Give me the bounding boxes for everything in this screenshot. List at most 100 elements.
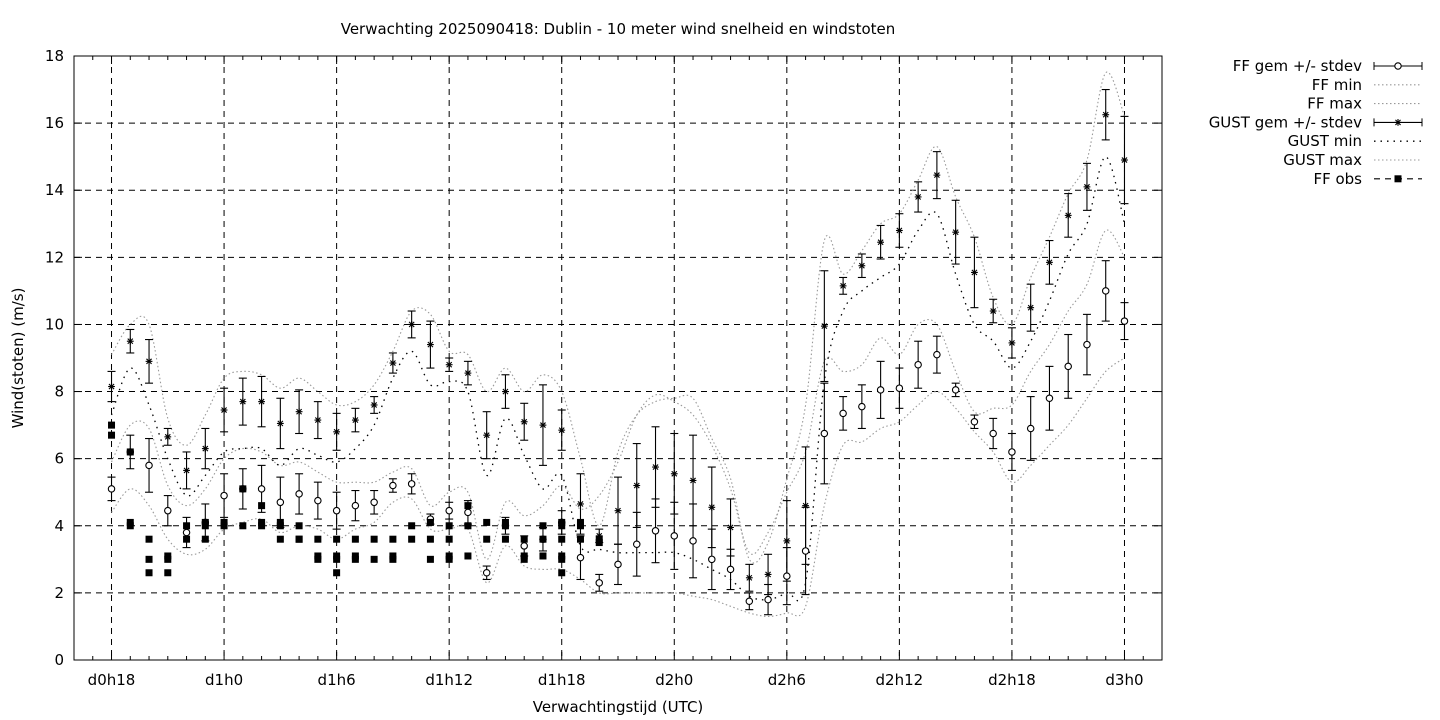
gust-mean-point	[464, 369, 472, 377]
x-tick-label: d2h6	[768, 671, 806, 689]
ff-mean-point	[164, 506, 172, 515]
ff-mean-point	[989, 429, 997, 438]
ff-obs-points	[108, 421, 603, 577]
ff-mean-point	[970, 418, 979, 426]
ff-obs-point	[426, 535, 434, 543]
legend-label: GUST gem +/- stdev	[1209, 113, 1362, 131]
ff-mean-point	[633, 540, 641, 548]
ff-obs-point	[239, 485, 247, 493]
ff-mean-point	[1026, 424, 1035, 433]
ff-mean-point	[370, 498, 378, 507]
gust-mean-point	[577, 500, 584, 508]
gust-mean-point	[971, 269, 978, 276]
x-tick-label: d2h0	[655, 671, 693, 689]
gust-mean-point	[820, 322, 828, 330]
ff-obs-point	[126, 522, 134, 530]
gust-mean-point	[614, 507, 622, 515]
y-tick-label: 18	[45, 47, 64, 65]
ff-obs-point	[539, 552, 547, 560]
ff-obs-point	[520, 535, 528, 543]
ff-obs-point	[351, 555, 359, 563]
ff-mean-point	[914, 360, 922, 369]
ff-obs-point	[201, 522, 209, 530]
gust-mean-point	[745, 574, 753, 582]
gust-mean-point	[370, 401, 378, 409]
ff-mean-point	[1101, 287, 1110, 295]
ff-mean-point	[1064, 362, 1072, 371]
gust-mean-point	[1102, 111, 1110, 119]
gust-mean-point	[839, 282, 847, 290]
ff-obs-point	[445, 555, 453, 563]
x-tick-label: d1h6	[318, 671, 356, 689]
ff-mean-point	[482, 569, 491, 577]
ff-obs-point	[351, 535, 359, 543]
ff-obs-point	[445, 522, 453, 530]
ff-mean-point	[708, 555, 716, 564]
x-tick-label: d1h12	[425, 671, 473, 689]
ff-mean-point	[951, 386, 960, 394]
x-axis-label: Verwachtingstijd (UTC)	[533, 698, 704, 716]
gust-mean-point	[351, 416, 359, 424]
x-tick-label: d1h18	[538, 671, 586, 689]
gust-mean-point	[1083, 183, 1091, 191]
legend-label: FF obs	[1313, 170, 1362, 188]
ff-obs-point	[370, 535, 378, 543]
gust-mean-point	[689, 477, 697, 484]
error-bars	[107, 89, 1129, 616]
y-tick-label: 10	[45, 315, 64, 333]
gust-mean-point	[1008, 339, 1016, 347]
y-tick-label: 2	[54, 584, 64, 602]
legend-ff-marker	[1394, 62, 1402, 70]
gust-mean-point	[276, 420, 284, 427]
ff-mean-point	[1045, 394, 1054, 403]
gust-mean-point	[1121, 156, 1128, 164]
x-tick-label: d1h0	[205, 671, 243, 689]
ff-mean-point	[295, 490, 303, 498]
x-tick-label: d3h0	[1105, 671, 1143, 689]
ff-obs-point	[464, 502, 472, 510]
y-tick-label: 16	[45, 114, 64, 132]
ff-obs-point	[164, 555, 172, 563]
ff-mean-point	[520, 542, 528, 550]
gust-mean-point	[670, 470, 678, 478]
ff-obs-point	[558, 522, 566, 530]
gust-mean-point	[1064, 211, 1072, 219]
y-tick-label: 12	[45, 248, 64, 266]
ff-obs-point	[258, 502, 266, 510]
ff-mean-point	[783, 572, 791, 580]
gust-mean-point	[220, 406, 228, 414]
ff-obs-point	[145, 555, 153, 563]
gust-mean-point	[483, 431, 491, 439]
ff-mean-point	[820, 429, 829, 438]
ff-mean-point	[182, 528, 191, 537]
ff-mean-point	[107, 485, 116, 493]
gust-mean-point	[727, 524, 734, 531]
ff-mean-point	[651, 527, 660, 535]
ff-obs-point	[576, 535, 584, 543]
ff-mean-point	[858, 402, 866, 411]
ff-obs-point	[258, 522, 266, 530]
gust-mean-point	[895, 227, 903, 234]
ff-mean-point	[445, 506, 453, 515]
ff-mean-point	[314, 496, 322, 505]
ff-obs-point	[483, 535, 491, 543]
gust-mean-point	[295, 408, 303, 416]
ff-obs-point	[145, 535, 153, 543]
x-tick-label: d2h18	[988, 671, 1036, 689]
ff-mean-point	[464, 508, 472, 517]
ff-mean-point	[839, 409, 847, 418]
y-tick-label: 8	[54, 383, 64, 401]
ff-mean-point	[220, 491, 228, 500]
ff-mean-point	[332, 506, 341, 515]
legend-label: FF gem +/- stdev	[1233, 57, 1362, 75]
gust-mean-point	[258, 398, 265, 406]
ff-obs-point	[576, 522, 584, 530]
gust-mean-point	[783, 537, 791, 545]
ff-mean-point	[726, 565, 735, 574]
ff-mean-point	[595, 579, 603, 587]
legend-label: FF max	[1307, 95, 1362, 113]
y-tick-label: 6	[54, 450, 64, 468]
gust-mean-point	[108, 383, 115, 390]
gust-mean-point	[952, 228, 960, 236]
